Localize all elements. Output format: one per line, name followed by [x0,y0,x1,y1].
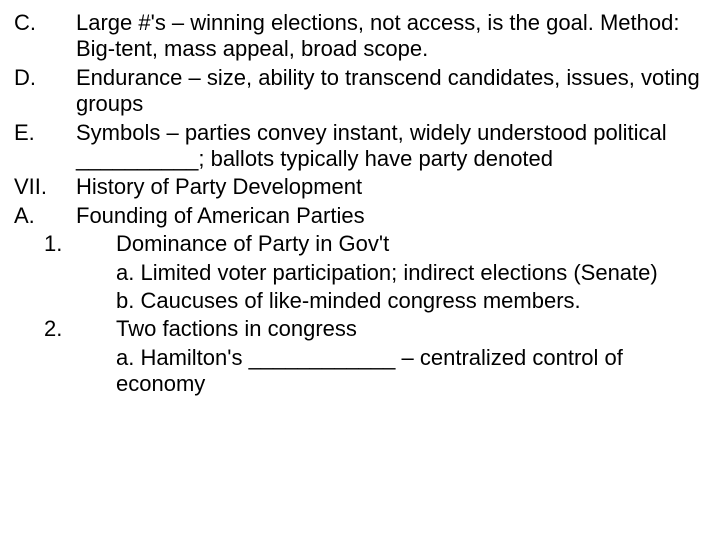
outline-text: Symbols – parties convey instant, widely… [76,120,706,173]
outline-text: Founding of American Parties [76,203,706,229]
outline-label: C. [14,10,76,63]
outline-row: a. Limited voter participation; indirect… [14,260,706,286]
outline-row: VII.History of Party Development [14,174,706,200]
outline-text: a. Hamilton's ____________ – centralized… [116,345,706,398]
outline-text: Dominance of Party in Gov't [116,231,706,257]
outline-document: C.Large #'s – winning elections, not acc… [14,10,706,397]
outline-text: Large #'s – winning elections, not acces… [76,10,706,63]
outline-row: C.Large #'s – winning elections, not acc… [14,10,706,63]
outline-text: b. Caucuses of like-minded congress memb… [116,288,706,314]
outline-label: 2. [44,316,116,342]
outline-text: Endurance – size, ability to transcend c… [76,65,706,118]
outline-text: History of Party Development [76,174,706,200]
outline-row: A.Founding of American Parties [14,203,706,229]
outline-row: b. Caucuses of like-minded congress memb… [14,288,706,314]
outline-text: Two factions in congress [116,316,706,342]
outline-label: VII. [14,174,76,200]
outline-row: D.Endurance – size, ability to transcend… [14,65,706,118]
outline-label: 1. [44,231,116,257]
outline-label: E. [14,120,76,173]
outline-row: E.Symbols – parties convey instant, wide… [14,120,706,173]
outline-label: A. [14,203,76,229]
outline-text: a. Limited voter participation; indirect… [116,260,706,286]
outline-row: a. Hamilton's ____________ – centralized… [14,345,706,398]
outline-row: 2.Two factions in congress [14,316,706,342]
outline-label: D. [14,65,76,118]
outline-row: 1.Dominance of Party in Gov't [14,231,706,257]
